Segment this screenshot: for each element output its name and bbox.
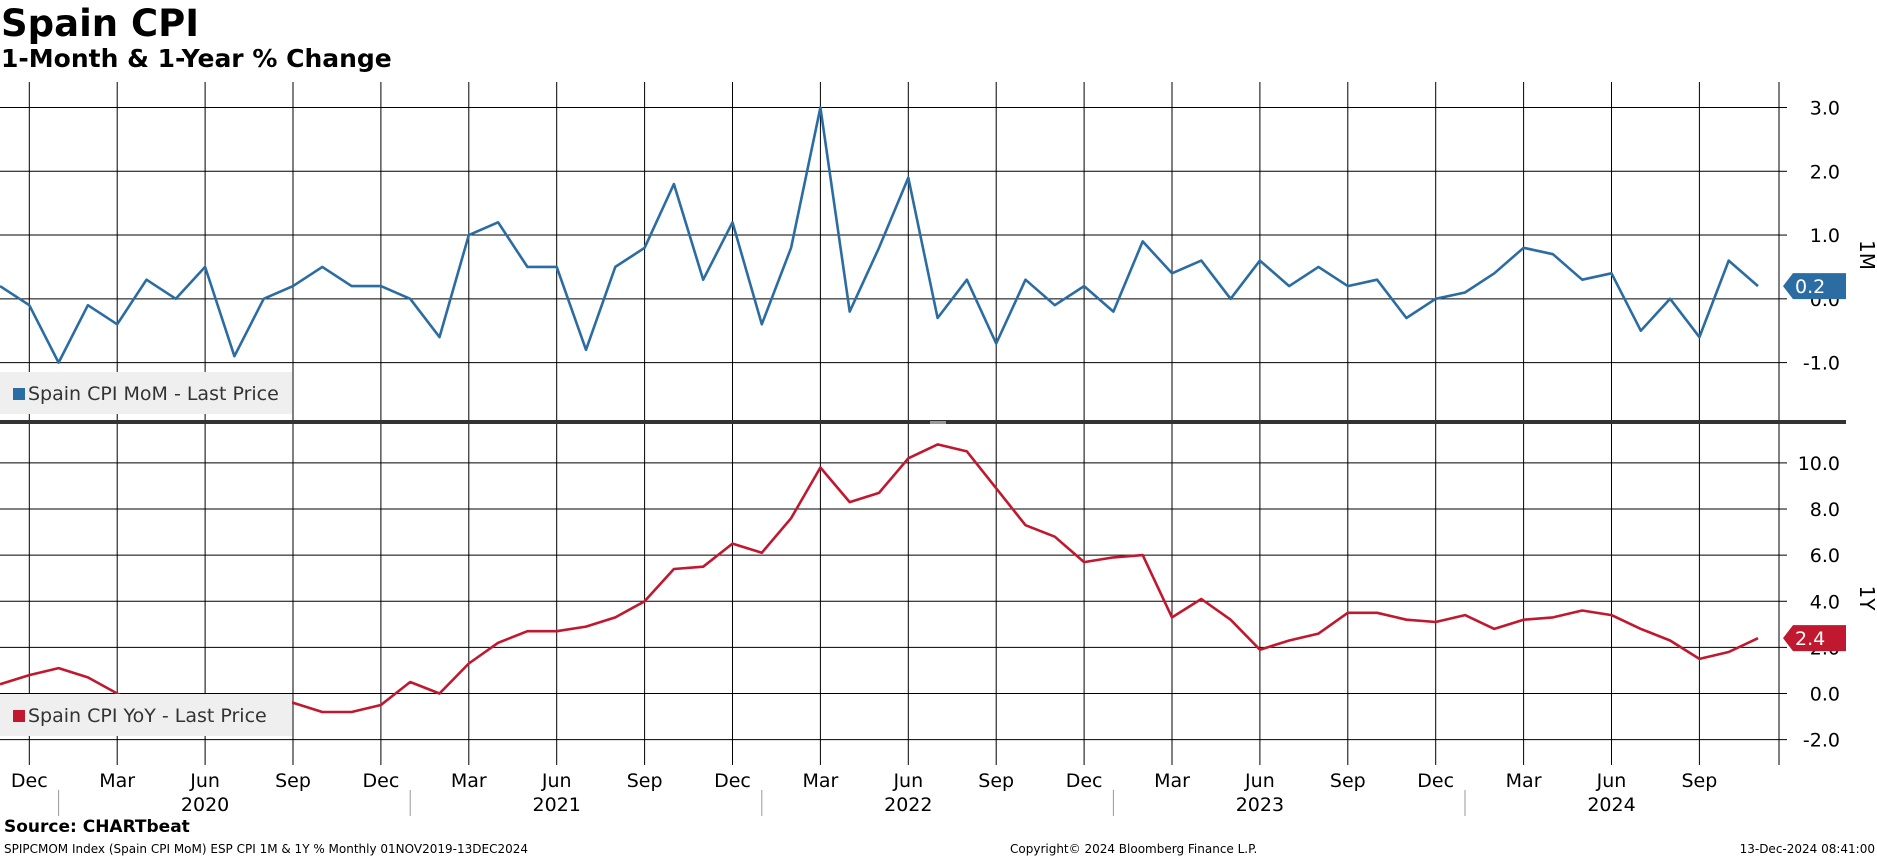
x-axis: Dec Mar Jun Sep Dec Mar Jun Sep Dec Mar Jun Sep Dec M… bbox=[11, 770, 1717, 816]
x-tick-label: Jun bbox=[1596, 770, 1627, 792]
axis-label-mom: 1M bbox=[1855, 240, 1877, 270]
x-tick-label: Dec bbox=[11, 770, 48, 792]
x-tick-label: Sep bbox=[275, 770, 311, 792]
panel-divider bbox=[0, 420, 1846, 424]
y-tick-label: 10.0 bbox=[1798, 453, 1840, 475]
x-year-label: 2022 bbox=[884, 794, 932, 816]
legend-box-mom bbox=[0, 372, 292, 414]
y-tick-label: 2.0 bbox=[1810, 161, 1840, 183]
last-value-label-mom: 0.2 bbox=[1795, 276, 1825, 298]
x-tick-label: Mar bbox=[451, 770, 487, 792]
footer-timestamp: 13-Dec-2024 08:41:00 bbox=[1739, 842, 1875, 856]
y-tick-label: -2.0 bbox=[1803, 730, 1840, 752]
last-value-tag-yoy bbox=[1783, 625, 1846, 652]
x-tick-label: Dec bbox=[1417, 770, 1454, 792]
x-tick-label: Mar bbox=[1506, 770, 1542, 792]
y-tick-label: -1.0 bbox=[1803, 353, 1840, 375]
x-tick-label: Sep bbox=[627, 770, 663, 792]
last-value-tag-mom bbox=[1783, 273, 1846, 300]
last-value-label-yoy: 2.4 bbox=[1795, 628, 1825, 650]
legend-box-yoy bbox=[0, 694, 292, 736]
x-tick-label: Jun bbox=[892, 770, 923, 792]
chart-subtitle: 1-Month & 1-Year % Change bbox=[1, 44, 392, 73]
x-tick-label: Jun bbox=[541, 770, 572, 792]
x-tick-label: Jun bbox=[189, 770, 220, 792]
footer-ticker-info: SPIPCMOM Index (Spain CPI MoM) ESP CPI 1… bbox=[4, 842, 528, 856]
series-line-mom bbox=[0, 106, 1759, 364]
y-tick-label: 8.0 bbox=[1810, 499, 1840, 521]
y-tick-label: 3.0 bbox=[1810, 98, 1840, 120]
source-note: Source: CHARTbeat bbox=[4, 817, 190, 837]
x-year-label: 2024 bbox=[1587, 794, 1635, 816]
x-year-label: 2020 bbox=[181, 794, 229, 816]
x-tick-label: Jun bbox=[1244, 770, 1275, 792]
footer-copyright: Copyright© 2024 Bloomberg Finance L.P. bbox=[1010, 842, 1258, 856]
chart-title: Spain CPI bbox=[1, 2, 200, 45]
panel-divider-handle bbox=[930, 421, 946, 424]
x-tick-label: Sep bbox=[978, 770, 1014, 792]
y-tick-label: 4.0 bbox=[1810, 591, 1840, 613]
legend-swatch-mom bbox=[13, 388, 25, 400]
series-line-yoy bbox=[0, 443, 1759, 716]
axis-label-yoy: 1Y bbox=[1855, 586, 1877, 612]
x-year-label: 2023 bbox=[1236, 794, 1284, 816]
x-tick-label: Dec bbox=[1066, 770, 1103, 792]
grid-lines bbox=[0, 82, 1846, 765]
legend-label-mom: Spain CPI MoM - Last Price bbox=[28, 383, 279, 405]
y-tick-label: 1.0 bbox=[1810, 225, 1840, 247]
x-year-label: 2021 bbox=[533, 794, 581, 816]
x-tick-label: Dec bbox=[714, 770, 751, 792]
legend-label-yoy: Spain CPI YoY - Last Price bbox=[28, 705, 267, 727]
x-tick-label: Mar bbox=[1154, 770, 1190, 792]
legend-swatch-yoy bbox=[13, 710, 25, 722]
x-tick-label: Sep bbox=[1681, 770, 1717, 792]
x-tick-label: Mar bbox=[802, 770, 838, 792]
y-tick-label: 0.0 bbox=[1810, 684, 1840, 706]
x-tick-label: Sep bbox=[1330, 770, 1366, 792]
x-tick-label: Mar bbox=[99, 770, 135, 792]
y-tick-label: 6.0 bbox=[1810, 545, 1840, 567]
x-tick-label: Dec bbox=[363, 770, 400, 792]
